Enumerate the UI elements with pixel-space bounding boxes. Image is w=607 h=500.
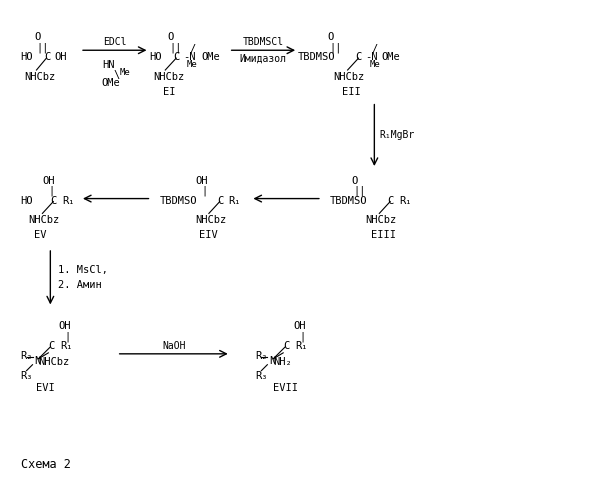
Text: |: | xyxy=(49,186,55,196)
Text: NHCbz: NHCbz xyxy=(29,216,60,226)
Text: C: C xyxy=(356,52,362,62)
Text: OH: OH xyxy=(58,321,71,331)
Text: R₁: R₁ xyxy=(399,196,412,205)
Text: R₁: R₁ xyxy=(60,341,73,351)
Text: OH: OH xyxy=(293,321,305,331)
Text: HO: HO xyxy=(21,196,33,205)
Text: Me: Me xyxy=(120,68,131,77)
Text: C: C xyxy=(217,196,223,205)
Text: O: O xyxy=(351,176,358,186)
Text: EIII: EIII xyxy=(371,230,396,240)
Text: TBDMSO: TBDMSO xyxy=(159,196,197,205)
Text: EVII: EVII xyxy=(273,382,298,392)
Text: R₁MgBr: R₁MgBr xyxy=(379,130,415,140)
Text: C: C xyxy=(44,52,50,62)
Text: R₃: R₃ xyxy=(256,370,268,380)
Text: NHCbz: NHCbz xyxy=(365,216,397,226)
Text: C: C xyxy=(173,52,180,62)
Text: EV: EV xyxy=(35,230,47,240)
Text: HO: HO xyxy=(149,52,162,62)
Text: R₂: R₂ xyxy=(21,351,33,361)
Text: OH: OH xyxy=(42,176,55,186)
Text: |: | xyxy=(64,331,70,342)
Text: R₁: R₁ xyxy=(63,196,75,205)
Text: NHCbz: NHCbz xyxy=(195,216,226,226)
Text: N: N xyxy=(270,356,276,366)
Text: Имидазол: Имидазол xyxy=(240,53,287,63)
Text: OMe: OMe xyxy=(201,52,220,62)
Text: N: N xyxy=(35,356,41,366)
Text: TBDMSCl: TBDMSCl xyxy=(243,38,284,48)
Text: O: O xyxy=(35,32,41,42)
Text: 2. Амин: 2. Амин xyxy=(58,280,102,289)
Text: /: / xyxy=(371,44,378,54)
Text: NaOH: NaOH xyxy=(162,341,186,351)
Text: R₁: R₁ xyxy=(229,196,241,205)
Text: OMe: OMe xyxy=(381,52,400,62)
Text: EI: EI xyxy=(163,87,176,97)
Text: |: | xyxy=(201,186,207,196)
Text: NH₂: NH₂ xyxy=(273,357,292,367)
Text: NHCbz: NHCbz xyxy=(334,72,365,82)
Text: O: O xyxy=(168,32,174,42)
Text: /: / xyxy=(189,44,195,54)
Text: NHCbz: NHCbz xyxy=(24,72,56,82)
Text: ||: || xyxy=(330,42,342,53)
Text: HO: HO xyxy=(21,52,33,62)
Text: OMe: OMe xyxy=(102,78,121,88)
Text: HN: HN xyxy=(102,60,114,70)
Text: Схема 2: Схема 2 xyxy=(21,458,70,470)
Text: 1. MsCl,: 1. MsCl, xyxy=(58,265,108,275)
Text: -N: -N xyxy=(365,52,378,62)
Text: C: C xyxy=(283,341,290,351)
Text: R₁: R₁ xyxy=(295,341,308,351)
Text: OH: OH xyxy=(195,176,208,186)
Text: ||: || xyxy=(169,42,181,53)
Text: R₃: R₃ xyxy=(21,370,33,380)
Text: NHCbz: NHCbz xyxy=(38,357,70,367)
Text: R₂: R₂ xyxy=(256,351,268,361)
Text: EII: EII xyxy=(342,87,361,97)
Text: \: \ xyxy=(114,70,120,80)
Text: C: C xyxy=(387,196,393,205)
Text: EDCl: EDCl xyxy=(103,38,126,48)
Text: OH: OH xyxy=(54,52,67,62)
Text: C: C xyxy=(49,341,55,351)
Text: |: | xyxy=(299,331,305,342)
Text: Me: Me xyxy=(370,60,380,69)
Text: TBDMSO: TBDMSO xyxy=(330,196,367,205)
Text: EIV: EIV xyxy=(199,230,218,240)
Text: ||: || xyxy=(36,42,49,53)
Text: C: C xyxy=(50,196,56,205)
Text: O: O xyxy=(328,32,334,42)
Text: TBDMSO: TBDMSO xyxy=(298,52,336,62)
Text: ||: || xyxy=(353,186,366,196)
Text: -N: -N xyxy=(183,52,195,62)
Text: EVI: EVI xyxy=(36,382,55,392)
Text: Me: Me xyxy=(187,60,198,69)
Text: NHCbz: NHCbz xyxy=(154,72,185,82)
